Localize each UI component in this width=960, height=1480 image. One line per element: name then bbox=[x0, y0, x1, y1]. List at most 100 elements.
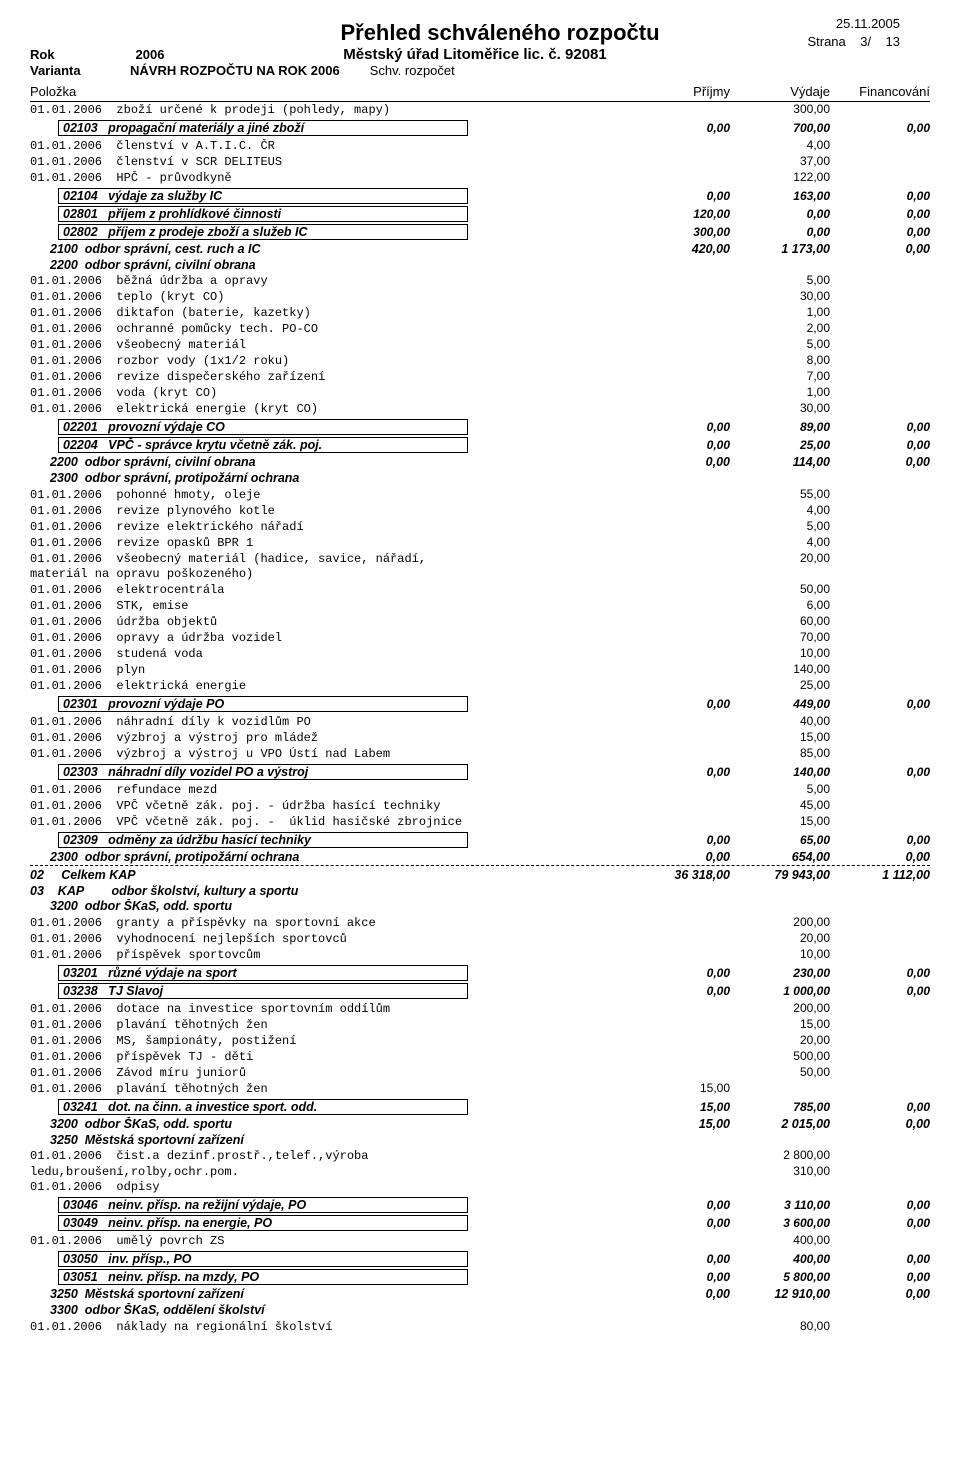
item-v: 40,00 bbox=[730, 714, 830, 729]
box-p: 0,00 bbox=[630, 121, 730, 135]
item-v: 85,00 bbox=[730, 746, 830, 761]
line-item: 01.01.2006 rozbor vody (1x1/2 roku)8,00 bbox=[30, 353, 930, 369]
line-item: 01.01.2006 běžná údržba a opravy 5,00 bbox=[30, 273, 930, 289]
item-text: 01.01.2006 zboží určené k prodeji (pohle… bbox=[30, 103, 630, 118]
item-text: 01.01.2006 údržba objektů bbox=[30, 615, 630, 630]
box-p: 0,00 bbox=[630, 833, 730, 847]
schv-label: Schv. rozpočet bbox=[370, 63, 455, 78]
subtotal-v: 2 015,00 bbox=[730, 1117, 830, 1133]
item-text: 01.01.2006 refundace mezd bbox=[30, 783, 630, 798]
box-label: 03050 inv. přísp., PO bbox=[58, 1251, 468, 1267]
summary-box: 03051 neinv. přísp. na mzdy, PO0,005 800… bbox=[30, 1269, 930, 1285]
rok-value: 2006 bbox=[100, 47, 200, 62]
item-text: 01.01.2006 revize plynového kotle bbox=[30, 504, 630, 519]
line-item: 01.01.2006 granty a příspěvky na sportov… bbox=[30, 915, 930, 931]
page-label: Strana bbox=[807, 34, 845, 49]
item-v: 300,00 bbox=[730, 102, 830, 117]
item-v: 30,00 bbox=[730, 401, 830, 416]
box-p: 0,00 bbox=[630, 697, 730, 711]
subtotal-v: 12 910,00 bbox=[730, 1287, 830, 1303]
summary-box: 03050 inv. přísp., PO 0,00400,000,00 bbox=[30, 1251, 930, 1267]
subtotal-text: 03 KAP odbor školství, kultury a sportu bbox=[30, 884, 630, 900]
subtotal-text: 3200 odbor ŠKaS, odd. sportu bbox=[30, 1117, 630, 1133]
item-text: 01.01.2006 odpisy bbox=[30, 1180, 630, 1195]
summary-box: 03049 neinv. přísp. na energie, PO0,003 … bbox=[30, 1215, 930, 1231]
line-item: 01.01.2006 revize opasků BPR 14,00 bbox=[30, 535, 930, 551]
box-f: 0,00 bbox=[830, 1198, 930, 1212]
report-body: 01.01.2006 zboží určené k prodeji (pohle… bbox=[30, 102, 930, 1335]
box-label: 02802 příjem z prodeje zboží a služeb IC bbox=[58, 224, 468, 240]
box-label: 02204 VPČ - správce krytu včetně zák. po… bbox=[58, 437, 468, 453]
box-v: 400,00 bbox=[730, 1252, 830, 1266]
header-row-varianta: Varianta NÁVRH ROZPOČTU NA ROK 2006 Schv… bbox=[30, 63, 930, 78]
subtotal-row: 3250 Městská sportovní zařízení0,0012 91… bbox=[30, 1287, 930, 1303]
box-label: 02801 příjem z prohlídkové činnosti bbox=[58, 206, 468, 222]
item-v: 30,00 bbox=[730, 289, 830, 304]
grand-total-row: 02 Celkem KAP36 318,0079 943,001 112,00 bbox=[30, 865, 930, 884]
line-item: 01.01.2006 náhradní díly k vozidlům PO 40… bbox=[30, 714, 930, 730]
line-item: 01.01.2006 umělý povrch ZS400,00 bbox=[30, 1233, 930, 1249]
subtotal-row: 3200 odbor ŠKaS, odd. sportu15,002 015,0… bbox=[30, 1117, 930, 1133]
item-v: 50,00 bbox=[730, 1065, 830, 1080]
summary-box: 02104 výdaje za služby IC0,00163,000,00 bbox=[30, 188, 930, 204]
page-indicator: Strana 3/ 13 bbox=[807, 34, 900, 49]
subtotal-p: 0,00 bbox=[630, 455, 730, 471]
line-item: ledu,broušení,rolby,ochr.pom.310,00 bbox=[30, 1164, 930, 1180]
report-date: 25.11.2005 bbox=[836, 16, 900, 31]
item-text: 01.01.2006 revize opasků BPR 1 bbox=[30, 536, 630, 551]
line-item: 01.01.2006 voda (kryt CO)1,00 bbox=[30, 385, 930, 401]
subtotal-f: 0,00 bbox=[830, 1117, 930, 1133]
box-p: 0,00 bbox=[630, 1252, 730, 1266]
subtotal-text: 2200 odbor správní, civilní obrana bbox=[30, 455, 630, 471]
box-p: 120,00 bbox=[630, 207, 730, 221]
box-v: 449,00 bbox=[730, 697, 830, 711]
subtotal-text: 3250 Městská sportovní zařízení bbox=[30, 1133, 630, 1149]
item-text: 01.01.2006 teplo (kryt CO) bbox=[30, 290, 630, 305]
grand-total-text: 02 Celkem KAP bbox=[30, 868, 630, 884]
item-v: 200,00 bbox=[730, 1001, 830, 1016]
summary-box: 02802 příjem z prodeje zboží a služeb IC… bbox=[30, 224, 930, 240]
box-f: 0,00 bbox=[830, 1252, 930, 1266]
item-v: 310,00 bbox=[730, 1164, 830, 1179]
item-v: 500,00 bbox=[730, 1049, 830, 1064]
subtotal-text: 2300 odbor správní, protipožární ochrana bbox=[30, 850, 630, 866]
line-item: 01.01.2006 studená voda10,00 bbox=[30, 646, 930, 662]
item-text: 01.01.2006 umělý povrch ZS bbox=[30, 1234, 630, 1249]
summary-box: 02201 provozní výdaje CO0,0089,000,00 bbox=[30, 419, 930, 435]
item-text: 01.01.2006 plavání těhotných žen bbox=[30, 1018, 630, 1033]
varianta-value: NÁVRH ROZPOČTU NA ROK 2006 bbox=[130, 63, 340, 78]
subtotal-row: 2100 odbor správní, cest. ruch a IC420,0… bbox=[30, 242, 930, 258]
box-p: 0,00 bbox=[630, 1270, 730, 1284]
box-label: 03201 různé výdaje na sport bbox=[58, 965, 468, 981]
item-v: 5,00 bbox=[730, 273, 830, 288]
item-v: 1,00 bbox=[730, 385, 830, 400]
box-label: 03241 dot. na činn. a investice sport. o… bbox=[58, 1099, 468, 1115]
subtotal-row: 3200 odbor ŠKaS, odd. sportu bbox=[30, 899, 930, 915]
box-v: 785,00 bbox=[730, 1100, 830, 1114]
item-text: 01.01.2006 náhradní díly k vozidlům PO bbox=[30, 715, 630, 730]
subtotal-f: 0,00 bbox=[830, 850, 930, 866]
box-f: 0,00 bbox=[830, 1270, 930, 1284]
item-v: 60,00 bbox=[730, 614, 830, 629]
box-v: 89,00 bbox=[730, 420, 830, 434]
page-current: 3/ bbox=[860, 34, 871, 49]
col-prijmy: Příjmy bbox=[630, 84, 730, 99]
line-item: 01.01.2006 revize dispečerského zařízení… bbox=[30, 369, 930, 385]
item-text: 01.01.2006 běžná údržba a opravy bbox=[30, 274, 630, 289]
line-item: 01.01.2006 dotace na investice sportovní… bbox=[30, 1001, 930, 1017]
box-label: 03238 TJ Slavoj bbox=[58, 983, 468, 999]
line-item: 01.01.2006 revize plynového kotle4,00 bbox=[30, 503, 930, 519]
item-v: 200,00 bbox=[730, 915, 830, 930]
line-item: 01.01.2006 VPČ včetně zák. poj. - údržba… bbox=[30, 798, 930, 814]
grand-total-f: 1 112,00 bbox=[830, 868, 930, 884]
summary-box: 02309 odměny za údržbu hasící techniky0,… bbox=[30, 832, 930, 848]
box-f: 0,00 bbox=[830, 225, 930, 239]
item-v: 20,00 bbox=[730, 1033, 830, 1048]
line-item: 01.01.2006 Závod míru juniorů50,00 bbox=[30, 1065, 930, 1081]
line-item: 01.01.2006 čist.a dezinf.prostř.,telef.,… bbox=[30, 1148, 930, 1164]
subtotal-text: 2100 odbor správní, cest. ruch a IC bbox=[30, 242, 630, 258]
box-label: 02201 provozní výdaje CO bbox=[58, 419, 468, 435]
line-item: 01.01.2006 náklady na regionální školstv… bbox=[30, 1319, 930, 1335]
line-item: 01.01.2006 MS, šampionáty, postižení20,0… bbox=[30, 1033, 930, 1049]
item-text: 01.01.2006 HPČ - průvodkyně bbox=[30, 171, 630, 186]
